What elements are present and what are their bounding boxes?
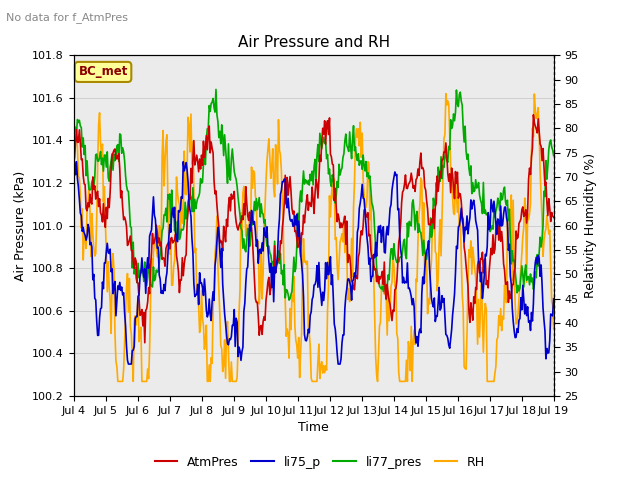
li75_p	[125, 361, 132, 367]
li77_pres	[465, 165, 473, 171]
RH	[114, 379, 122, 384]
li75_p	[540, 317, 548, 323]
RH	[465, 247, 473, 252]
AtmPres	[299, 231, 307, 237]
li75_p	[465, 221, 473, 227]
li77_pres	[212, 86, 220, 92]
li75_p	[550, 296, 557, 301]
li75_p	[71, 159, 79, 165]
li77_pres	[550, 153, 557, 158]
RH	[70, 121, 77, 127]
Y-axis label: Relativity Humidity (%): Relativity Humidity (%)	[584, 153, 596, 298]
li77_pres	[300, 168, 307, 174]
li77_pres	[303, 178, 310, 184]
RH	[330, 176, 338, 182]
Y-axis label: Air Pressure (kPa): Air Pressure (kPa)	[13, 170, 27, 281]
li77_pres	[285, 297, 293, 303]
AtmPres	[540, 164, 548, 170]
AtmPres	[464, 283, 472, 289]
Legend: AtmPres, li75_p, li77_pres, RH: AtmPres, li75_p, li77_pres, RH	[150, 451, 490, 474]
Line: RH: RH	[74, 94, 554, 382]
li77_pres	[357, 158, 365, 164]
AtmPres	[70, 160, 77, 166]
Text: No data for f_AtmPres: No data for f_AtmPres	[6, 12, 129, 23]
RH	[540, 238, 548, 244]
AtmPres	[330, 198, 338, 204]
li75_p	[300, 293, 307, 299]
li77_pres	[70, 125, 77, 131]
Text: BC_met: BC_met	[79, 65, 128, 78]
li75_p	[332, 326, 339, 332]
AtmPres	[529, 112, 537, 118]
Line: li77_pres: li77_pres	[74, 89, 554, 300]
Line: AtmPres: AtmPres	[74, 115, 554, 343]
li75_p	[70, 159, 77, 165]
AtmPres	[356, 236, 364, 241]
RH	[356, 120, 364, 125]
X-axis label: Time: Time	[298, 421, 329, 434]
RH	[550, 325, 557, 331]
AtmPres	[550, 215, 557, 220]
AtmPres	[301, 208, 309, 214]
li75_p	[303, 338, 310, 344]
Line: li75_p: li75_p	[74, 162, 554, 364]
RH	[442, 91, 450, 96]
RH	[299, 269, 307, 275]
li77_pres	[540, 189, 548, 194]
Title: Air Pressure and RH: Air Pressure and RH	[237, 35, 390, 50]
li75_p	[357, 192, 365, 198]
AtmPres	[141, 340, 148, 346]
RH	[301, 258, 309, 264]
li77_pres	[332, 200, 339, 206]
